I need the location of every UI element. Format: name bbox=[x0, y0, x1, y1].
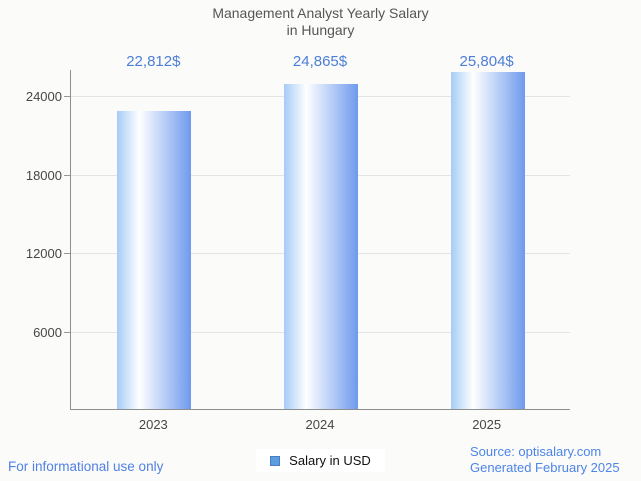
source-link[interactable]: Source: optisalary.com bbox=[470, 444, 602, 459]
y-tick-label: 6000 bbox=[33, 324, 62, 340]
chart-title-line2: in Hungary bbox=[286, 22, 355, 38]
y-axis-tick bbox=[64, 96, 70, 98]
chart-title-line1: Management Analyst Yearly Salary bbox=[212, 5, 429, 21]
y-axis-tick bbox=[64, 331, 70, 333]
legend-item-salary[interactable]: Salary in USD bbox=[256, 449, 385, 472]
legend: Salary in USD bbox=[0, 449, 641, 472]
bar-2023[interactable] bbox=[117, 110, 192, 409]
y-axis-tick bbox=[64, 174, 70, 176]
legend-label: Salary in USD bbox=[289, 453, 371, 468]
y-axis-tick bbox=[64, 253, 70, 255]
x-tick-label-2025: 2025 bbox=[472, 417, 502, 432]
y-tick-label: 12000 bbox=[25, 246, 62, 262]
bar-2025[interactable] bbox=[450, 71, 525, 409]
value-label-2025: 25,804$ bbox=[459, 53, 514, 70]
source-block: Source: optisalary.com Generated Februar… bbox=[470, 444, 620, 476]
value-label-2024: 24,865$ bbox=[292, 53, 348, 70]
x-tick-label-2024: 2024 bbox=[305, 417, 335, 432]
disclaimer-text: For informational use only bbox=[8, 459, 164, 474]
plot-area: 6000 12000 18000 24000 bbox=[26, 70, 570, 410]
bar-2024[interactable] bbox=[284, 83, 358, 409]
y-tick-label: 24000 bbox=[25, 89, 62, 105]
value-label-2023: 22,812$ bbox=[126, 53, 181, 70]
chart-title: Management Analyst Yearly Salary in Hung… bbox=[0, 5, 641, 39]
generated-date: Generated February 2025 bbox=[470, 460, 620, 475]
legend-square-icon bbox=[270, 455, 281, 466]
y-tick-label: 18000 bbox=[25, 167, 62, 183]
x-tick-label-2023: 2023 bbox=[138, 417, 168, 432]
